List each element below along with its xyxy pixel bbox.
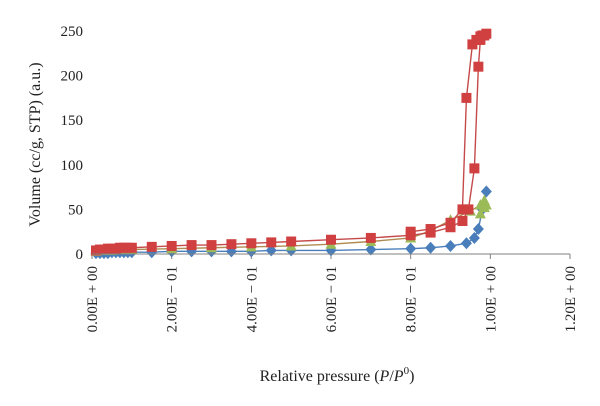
x-tick-label: 1.00E + 00 [483, 266, 499, 332]
x-tick-label: 8.00E − 01 [404, 266, 420, 332]
data-point [365, 232, 376, 243]
data-point [226, 239, 237, 250]
y-axis-title: Volume (cc/g, STP) (a.u.) [27, 62, 44, 226]
x-axis-title-slash: / [389, 368, 394, 385]
data-point [146, 241, 157, 252]
data-point [405, 226, 416, 237]
data-point [425, 224, 436, 235]
data-point [266, 237, 277, 248]
x-axis-title: Relative pressure (P/P0) [260, 365, 415, 385]
data-point [478, 201, 490, 213]
data-point [186, 240, 197, 251]
x-tick-label: 1.20E + 00 [563, 266, 579, 332]
x-tick-label: 0.00E + 00 [85, 266, 101, 332]
y-tick-label: 100 [61, 158, 84, 174]
data-point [326, 234, 336, 245]
y-tick-label: 200 [61, 69, 84, 85]
data-point [126, 242, 137, 253]
y-tick-label: 0 [76, 247, 84, 263]
data-point [365, 243, 377, 256]
data-point [473, 61, 484, 72]
data-point [461, 92, 472, 103]
data-point [463, 204, 474, 215]
x-axis-title-p: P [379, 368, 390, 385]
data-point [467, 39, 478, 50]
x-axis-title-suffix: ) [409, 368, 414, 385]
x-axis-ticks: 0.00E + 00 2.00E − 01 4.00E − 01 6.00E − 01… [85, 254, 579, 332]
y-tick-label: 150 [61, 113, 84, 129]
data-point [206, 240, 217, 251]
x-axis-title-sup: 0 [404, 365, 410, 377]
data-point [405, 242, 417, 255]
data-point [166, 240, 177, 251]
data-point [265, 244, 277, 257]
data-point [472, 223, 484, 236]
data-point [246, 238, 257, 249]
data-point [445, 239, 456, 252]
y-axis-ticks: 0 50 100 150 200 250 [61, 24, 84, 263]
data-point [474, 207, 486, 219]
data-point [445, 217, 456, 228]
data-point [457, 215, 468, 226]
y-tick-label: 50 [68, 202, 83, 218]
x-axis-title-p0: P [393, 368, 404, 385]
series-0 [90, 28, 492, 256]
series-line [95, 33, 487, 252]
data-point [457, 204, 468, 215]
data-point [286, 236, 297, 247]
x-tick-label: 4.00E − 01 [244, 266, 260, 332]
y-tick-label: 250 [61, 24, 84, 40]
data-point [469, 163, 480, 174]
data-point [460, 237, 472, 250]
x-tick-label: 6.00E − 01 [324, 266, 340, 332]
data-point [425, 241, 437, 254]
data-point [468, 231, 480, 244]
series-layer [90, 28, 492, 260]
x-tick-label: 2.00E − 01 [165, 266, 181, 332]
data-point [480, 185, 492, 198]
x-axis-title-prefix: Relative pressure ( [260, 368, 380, 385]
